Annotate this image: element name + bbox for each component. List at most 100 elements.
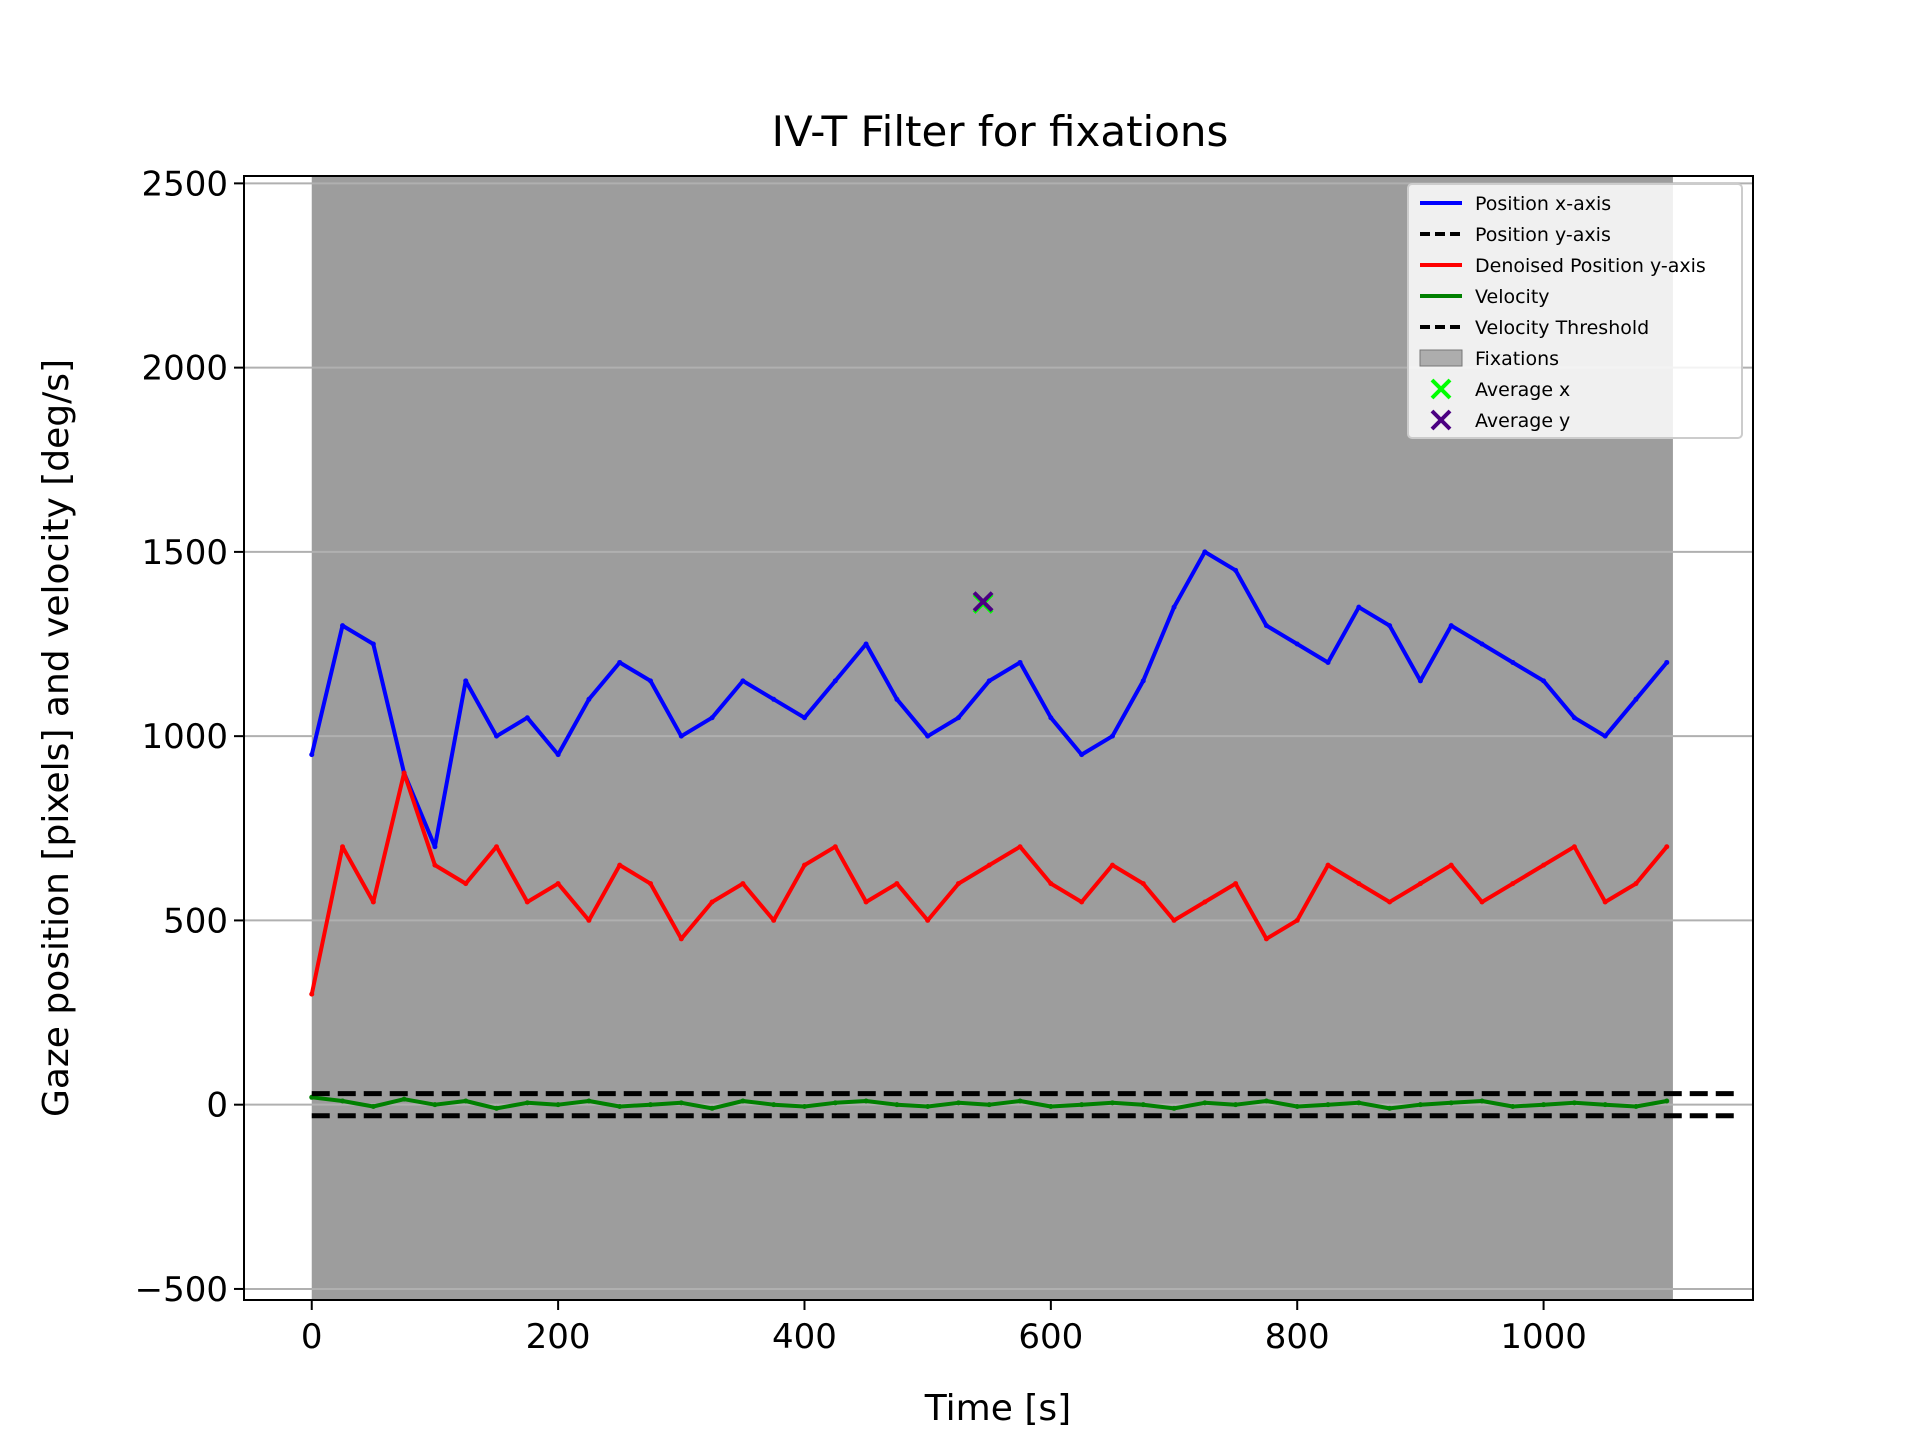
series-1-point-31 bbox=[1263, 936, 1269, 942]
series-2-point-10 bbox=[617, 1104, 623, 1110]
series-2-point-7 bbox=[524, 1100, 530, 1106]
series-1-point-12 bbox=[678, 936, 684, 942]
series-0-point-23 bbox=[1017, 659, 1023, 665]
series-0-point-28 bbox=[1171, 604, 1177, 610]
series-2-point-30 bbox=[1233, 1102, 1239, 1108]
series-1-point-4 bbox=[432, 862, 438, 868]
series-2-point-14 bbox=[740, 1098, 746, 1104]
series-2-point-12 bbox=[678, 1100, 684, 1106]
series-1-point-42 bbox=[1602, 899, 1608, 905]
series-0-point-0 bbox=[309, 752, 315, 758]
series-0-point-40 bbox=[1541, 678, 1547, 684]
series-1-point-30 bbox=[1233, 881, 1239, 887]
y-axis-label: Gaze position [pixels] and velocity [deg… bbox=[36, 359, 77, 1117]
x-tick-label-0: 0 bbox=[301, 1317, 323, 1357]
legend-label-3: Velocity bbox=[1475, 286, 1550, 308]
series-2-point-17 bbox=[832, 1100, 838, 1106]
series-2-point-24 bbox=[1048, 1104, 1054, 1110]
series-1-point-0 bbox=[309, 991, 315, 997]
series-2-point-44 bbox=[1664, 1098, 1670, 1104]
y-tick-label-1: 0 bbox=[206, 1086, 228, 1126]
series-0-point-15 bbox=[771, 696, 777, 702]
series-1-point-23 bbox=[1017, 844, 1023, 850]
series-2-point-43 bbox=[1633, 1104, 1639, 1110]
y-axis-ticks: −500 0 500 1000 1500 2000 2500 bbox=[135, 164, 244, 1310]
legend: Position x-axis Position y-axis Denoised P… bbox=[1407, 183, 1743, 439]
series-0-point-7 bbox=[524, 715, 530, 721]
series-0-point-32 bbox=[1294, 641, 1300, 647]
marker-layer bbox=[972, 591, 994, 614]
series-0-point-5 bbox=[463, 678, 469, 684]
series-1-point-25 bbox=[1079, 899, 1085, 905]
series-0-point-35 bbox=[1387, 623, 1393, 629]
y-tick-label-2: 500 bbox=[163, 901, 228, 941]
series-1-point-8 bbox=[555, 881, 561, 887]
series-0-point-30 bbox=[1233, 567, 1239, 573]
series-1-point-41 bbox=[1571, 844, 1577, 850]
series-2-point-18 bbox=[863, 1098, 869, 1104]
series-0-point-36 bbox=[1417, 678, 1423, 684]
series-1-point-1 bbox=[340, 844, 346, 850]
legend-label-0: Position x-axis bbox=[1475, 193, 1611, 215]
series-1-point-3 bbox=[401, 770, 407, 776]
series-0-point-22 bbox=[986, 678, 992, 684]
legend-label-6: Average x bbox=[1475, 379, 1570, 401]
series-2-point-3 bbox=[401, 1096, 407, 1102]
series-layer bbox=[309, 549, 1670, 1111]
series-1-point-34 bbox=[1356, 881, 1362, 887]
x-axis-label: Time [s] bbox=[924, 1388, 1071, 1429]
series-0-point-11 bbox=[648, 678, 654, 684]
series-0-point-42 bbox=[1602, 733, 1608, 739]
series-0-point-24 bbox=[1048, 715, 1054, 721]
legend-handle-6-b bbox=[1430, 378, 1452, 400]
series-2-point-28 bbox=[1171, 1105, 1177, 1111]
series-0-point-14 bbox=[740, 678, 746, 684]
series-1-point-38 bbox=[1479, 899, 1485, 905]
series-2-point-26 bbox=[1109, 1100, 1115, 1106]
series-2-point-9 bbox=[586, 1098, 592, 1104]
series-1-point-18 bbox=[863, 899, 869, 905]
series-2-point-22 bbox=[986, 1102, 992, 1108]
legend-handle-6 bbox=[1430, 378, 1452, 400]
series-1-point-36 bbox=[1417, 881, 1423, 887]
average-marker-1-stroke-b bbox=[972, 591, 994, 613]
series-2-point-5 bbox=[463, 1098, 469, 1104]
series-1-point-19 bbox=[894, 881, 900, 887]
y-tick-label-0: −500 bbox=[135, 1270, 228, 1310]
series-0-point-25 bbox=[1079, 752, 1085, 758]
series-1-point-10 bbox=[617, 862, 623, 868]
series-2-point-41 bbox=[1571, 1100, 1577, 1106]
series-2-point-20 bbox=[925, 1104, 931, 1110]
y-tick-label-3: 1000 bbox=[141, 717, 228, 757]
series-1-point-28 bbox=[1171, 917, 1177, 923]
series-0-point-9 bbox=[586, 696, 592, 702]
legend-label-4: Velocity Threshold bbox=[1475, 317, 1649, 339]
chart-title: IV-T Filter for fixations bbox=[772, 107, 1229, 156]
legend-handle-5 bbox=[1419, 349, 1463, 367]
series-1-point-15 bbox=[771, 917, 777, 923]
x-tick-label-4: 800 bbox=[1265, 1317, 1330, 1357]
series-1-point-37 bbox=[1448, 862, 1454, 868]
legend-label-7: Average y bbox=[1475, 410, 1570, 432]
series-0-point-27 bbox=[1140, 678, 1146, 684]
legend-handle-7 bbox=[1430, 409, 1452, 431]
series-1-point-39 bbox=[1510, 881, 1516, 887]
legend-label-2: Denoised Position y-axis bbox=[1475, 255, 1706, 277]
series-1-point-17 bbox=[832, 844, 838, 850]
series-1-point-44 bbox=[1664, 844, 1670, 850]
x-tick-label-3: 600 bbox=[1018, 1317, 1083, 1357]
series-0-point-8 bbox=[555, 752, 561, 758]
series-1-point-11 bbox=[648, 881, 654, 887]
series-1-point-35 bbox=[1387, 899, 1393, 905]
series-2-point-33 bbox=[1325, 1102, 1331, 1108]
legend-label-5: Fixations bbox=[1475, 348, 1559, 370]
series-2-point-35 bbox=[1387, 1105, 1393, 1111]
series-1-point-7 bbox=[524, 899, 530, 905]
series-2-point-15 bbox=[771, 1102, 777, 1108]
series-0-point-41 bbox=[1571, 715, 1577, 721]
series-2-point-32 bbox=[1294, 1104, 1300, 1110]
series-1-point-27 bbox=[1140, 881, 1146, 887]
series-0-point-19 bbox=[894, 696, 900, 702]
series-2-point-4 bbox=[432, 1102, 438, 1108]
